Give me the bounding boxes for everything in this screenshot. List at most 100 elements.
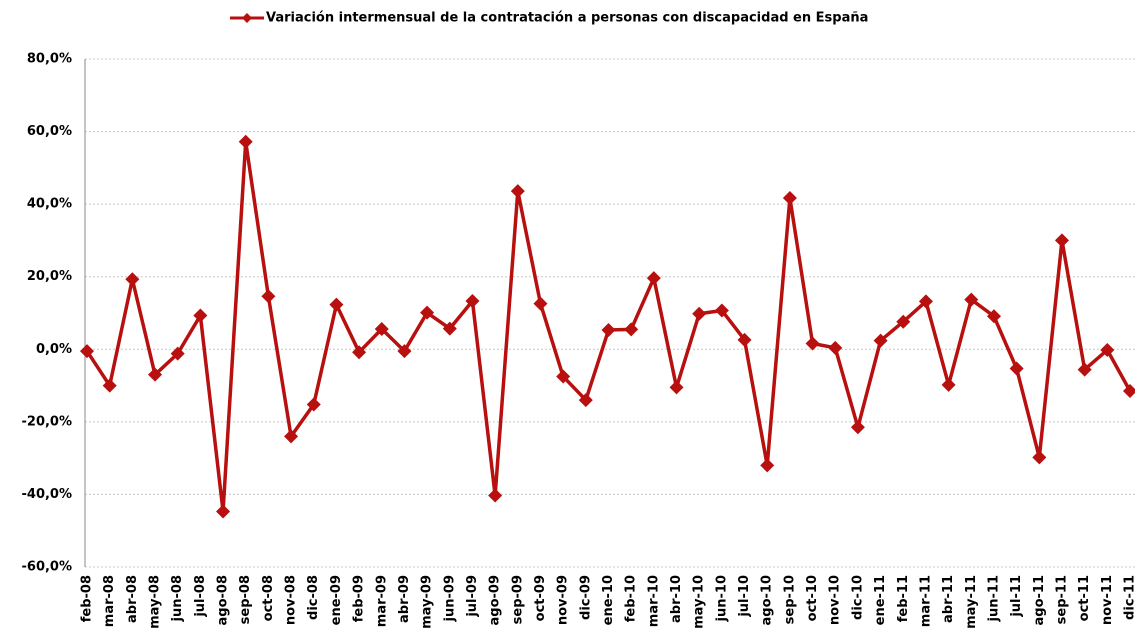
- x-tick-label: may-08: [148, 575, 163, 629]
- x-tick-label: sep-08: [238, 575, 253, 624]
- data-point: [714, 303, 729, 318]
- x-tick-label: ene-09: [329, 575, 344, 625]
- data-point: [556, 369, 571, 384]
- x-tick-label: jun-10: [714, 575, 729, 622]
- data-point: [646, 271, 661, 286]
- x-tick-label: may-10: [692, 575, 707, 629]
- x-tick-label: ago-11: [1032, 575, 1047, 626]
- x-tick-label: mar-09: [374, 575, 389, 627]
- x-tick-label: mar-11: [918, 575, 933, 627]
- data-point: [284, 429, 299, 444]
- y-tick-label: -40,0%: [22, 487, 73, 502]
- data-point: [420, 305, 435, 320]
- y-tick-label: 0,0%: [36, 342, 72, 357]
- y-tick-label: 80,0%: [27, 52, 72, 67]
- x-tick-label: feb-09: [352, 575, 367, 622]
- data-point: [374, 321, 389, 336]
- data-point: [624, 322, 639, 337]
- data-point: [1054, 233, 1069, 248]
- data-point: [261, 289, 276, 304]
- data-point: [352, 345, 367, 360]
- y-tick-label: 60,0%: [27, 124, 72, 139]
- x-tick-label: feb-11: [896, 575, 911, 622]
- x-tick-label: abr-09: [397, 575, 412, 623]
- data-point: [465, 294, 480, 309]
- data-point: [737, 332, 752, 347]
- data-point: [896, 314, 911, 329]
- x-tick-label: nov-11: [1100, 575, 1115, 625]
- data-point: [488, 488, 503, 503]
- data-point: [306, 397, 321, 412]
- data-point: [1009, 361, 1024, 376]
- y-tick-label: -60,0%: [22, 560, 73, 575]
- x-tick-label: jun-09: [442, 575, 457, 622]
- data-point: [578, 393, 593, 408]
- x-tick-label: ago-10: [760, 575, 775, 626]
- x-tick-label: nov-10: [828, 575, 843, 625]
- data-point: [1100, 343, 1115, 358]
- data-point: [964, 292, 979, 307]
- x-tick-label: dic-08: [306, 575, 321, 620]
- data-point: [1077, 362, 1092, 377]
- data-point: [669, 380, 684, 395]
- x-tick-label: dic-11: [1123, 575, 1135, 620]
- legend-marker: [242, 13, 252, 23]
- data-point: [125, 272, 140, 287]
- data-point: [692, 306, 707, 321]
- x-tick-label: jun-11: [986, 575, 1001, 622]
- data-point: [102, 378, 117, 393]
- data-point: [941, 377, 956, 392]
- x-tick-label: sep-09: [510, 575, 525, 624]
- x-tick-label: sep-10: [782, 575, 797, 624]
- data-point: [850, 420, 865, 435]
- data-point: [760, 458, 775, 473]
- x-tick-label: ago-08: [216, 575, 231, 626]
- x-tick-label: oct-11: [1077, 575, 1092, 621]
- x-tick-label: oct-08: [261, 575, 276, 621]
- data-point: [805, 336, 820, 351]
- data-point: [238, 134, 253, 149]
- data-point: [828, 340, 843, 355]
- data-point: [873, 333, 888, 348]
- data-point: [510, 184, 525, 199]
- data-point: [782, 190, 797, 205]
- x-tick-label: ene-11: [873, 575, 888, 625]
- data-point: [918, 294, 933, 309]
- x-tick-label: mar-08: [102, 575, 117, 627]
- x-tick-label: jul-10: [737, 575, 752, 618]
- data-point: [986, 309, 1001, 324]
- x-tick-label: nov-09: [556, 575, 571, 625]
- x-tick-label: may-11: [964, 575, 979, 629]
- x-tick-label: jul-09: [465, 575, 480, 618]
- x-tick-label: nov-08: [284, 575, 299, 625]
- x-tick-label: abr-08: [125, 575, 140, 623]
- data-point: [329, 297, 344, 312]
- x-tick-label: jul-08: [193, 575, 208, 618]
- legend-label: Variación intermensual de la contratació…: [266, 11, 868, 26]
- y-tick-label: 20,0%: [27, 269, 72, 284]
- x-tick-label: jun-08: [170, 575, 185, 622]
- y-tick-label: 40,0%: [27, 197, 72, 212]
- x-tick-label: ago-09: [488, 575, 503, 626]
- data-point: [170, 346, 185, 361]
- x-tick-label: sep-11: [1054, 575, 1069, 624]
- data-point: [193, 308, 208, 323]
- x-tick-label: may-09: [420, 575, 435, 629]
- data-point: [1123, 384, 1135, 399]
- x-tick-label: abr-11: [941, 575, 956, 623]
- x-tick-label: ene-10: [601, 575, 616, 625]
- data-point: [80, 344, 94, 359]
- x-tick-label: feb-10: [624, 575, 639, 622]
- x-tick-label: dic-09: [578, 575, 593, 620]
- x-tick-label: abr-10: [669, 575, 684, 623]
- y-tick-label: -20,0%: [22, 414, 73, 429]
- data-point: [397, 344, 412, 359]
- x-tick-label: dic-10: [850, 575, 865, 620]
- x-tick-label: jul-11: [1009, 575, 1024, 618]
- x-tick-label: mar-10: [646, 575, 661, 627]
- x-tick-label: oct-09: [533, 575, 548, 621]
- data-point: [442, 321, 457, 336]
- x-tick-label: feb-08: [80, 575, 95, 622]
- x-tick-label: oct-10: [805, 575, 820, 621]
